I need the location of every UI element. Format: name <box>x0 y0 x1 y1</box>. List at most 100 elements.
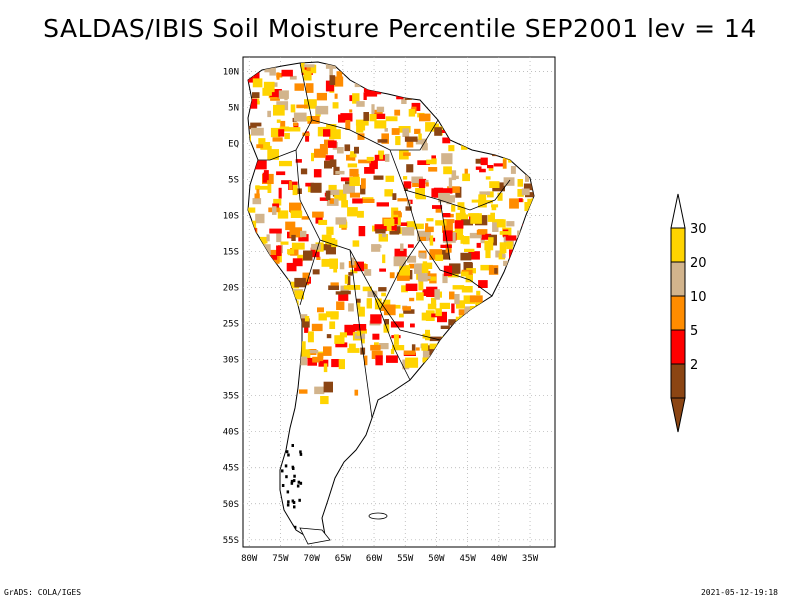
coast-detail <box>290 479 294 483</box>
percentile-cell <box>306 65 311 72</box>
percentile-cell <box>490 212 495 220</box>
percentile-cell <box>301 349 311 359</box>
percentile-cell <box>335 217 347 225</box>
percentile-cell <box>416 196 426 200</box>
percentile-cell <box>295 188 302 194</box>
percentile-cell <box>325 238 336 248</box>
percentile-cell <box>298 318 310 328</box>
percentile-cell <box>339 221 348 228</box>
percentile-cell <box>403 152 411 156</box>
coast-detail <box>281 484 285 487</box>
percentile-cell <box>437 249 450 260</box>
coast-detail <box>285 475 288 479</box>
percentile-cell <box>443 219 455 224</box>
percentile-cell <box>367 290 378 298</box>
percentile-cell <box>389 272 395 279</box>
percentile-cell <box>401 227 415 236</box>
percentile-cell <box>330 282 339 286</box>
percentile-cell <box>503 236 514 247</box>
percentile-cell <box>323 129 331 137</box>
percentile-cell <box>392 193 397 200</box>
percentile-cell <box>419 252 426 259</box>
percentile-cell <box>375 229 386 234</box>
percentile-cell <box>331 239 338 248</box>
lon-tick-label: 80W <box>241 554 258 564</box>
lon-tick-label: 35W <box>522 554 539 564</box>
percentile-cell <box>442 223 453 233</box>
percentile-cell <box>298 234 309 242</box>
percentile-cell <box>314 148 326 158</box>
percentile-cell <box>476 229 486 235</box>
percentile-cell <box>312 269 320 275</box>
percentile-cell <box>252 198 262 205</box>
percentile-cell <box>441 188 453 194</box>
percentile-cell <box>291 242 305 250</box>
percentile-cell <box>375 355 383 366</box>
percentile-cell <box>370 344 381 351</box>
percentile-cell <box>301 216 309 220</box>
percentile-cell <box>296 104 308 109</box>
percentile-cell <box>295 314 308 322</box>
percentile-cell <box>419 236 426 241</box>
coast-detail <box>299 481 303 485</box>
percentile-cell <box>347 276 351 287</box>
percentile-cell <box>383 219 395 226</box>
percentile-cell <box>364 355 368 366</box>
percentile-cell <box>276 72 283 78</box>
percentile-cell <box>327 189 340 195</box>
percentile-cell <box>449 263 461 274</box>
latitude-tick-labels: 10N 5N EQ 5S 10S 15S 20S 25S 30S 35S 40S 45S 50S 55S <box>223 67 239 545</box>
percentile-cell <box>312 211 324 218</box>
percentile-cell <box>435 206 442 213</box>
percentile-cell <box>471 199 480 203</box>
country-borders <box>258 62 511 419</box>
percentile-cell <box>302 272 310 282</box>
percentile-cell <box>394 248 407 258</box>
percentile-cell <box>383 304 396 316</box>
percentile-cell <box>381 292 386 297</box>
percentile-cell <box>356 101 365 107</box>
percentile-cell <box>269 249 278 255</box>
percentile-cell <box>315 215 323 224</box>
percentile-cell <box>478 194 487 206</box>
percentile-cell <box>364 167 375 174</box>
percentile-cell <box>346 154 354 161</box>
percentile-cell <box>458 309 470 316</box>
coast-detail <box>291 444 294 447</box>
percentile-cell <box>334 189 347 201</box>
percentile-cell <box>460 271 469 277</box>
percentile-cell <box>316 92 327 101</box>
percentile-cell <box>269 89 282 98</box>
percentile-cell <box>457 202 465 210</box>
percentile-cell <box>248 98 258 109</box>
percentile-cell <box>349 168 359 177</box>
percentile-cell <box>414 128 421 134</box>
coast-detail <box>292 467 295 470</box>
percentile-cell <box>381 133 389 144</box>
percentile-cell <box>255 185 260 189</box>
percentile-cell <box>335 291 345 295</box>
percentile-cell <box>525 174 529 182</box>
percentile-cell <box>349 95 354 102</box>
percentile-cell <box>454 220 464 229</box>
percentile-cell <box>370 314 382 324</box>
percentile-cell <box>280 241 289 245</box>
percentile-cell <box>259 236 268 244</box>
percentile-cell <box>404 136 418 142</box>
percentile-cell <box>447 272 459 278</box>
lon-tick-label: 70W <box>304 554 321 564</box>
percentile-cell <box>426 262 433 269</box>
percentile-cell <box>446 199 452 205</box>
coast-detail <box>292 479 296 483</box>
percentile-cell <box>279 160 292 167</box>
percentile-cell <box>318 219 328 225</box>
percentile-cell <box>392 345 405 351</box>
legend-swatch <box>670 261 686 297</box>
percentile-cell <box>289 227 303 238</box>
percentile-cell <box>521 188 530 196</box>
percentile-cell <box>374 120 387 129</box>
percentile-cell <box>451 170 457 181</box>
coast-detail <box>293 474 296 478</box>
percentile-cell <box>451 303 455 314</box>
percentile-cell <box>340 285 349 295</box>
